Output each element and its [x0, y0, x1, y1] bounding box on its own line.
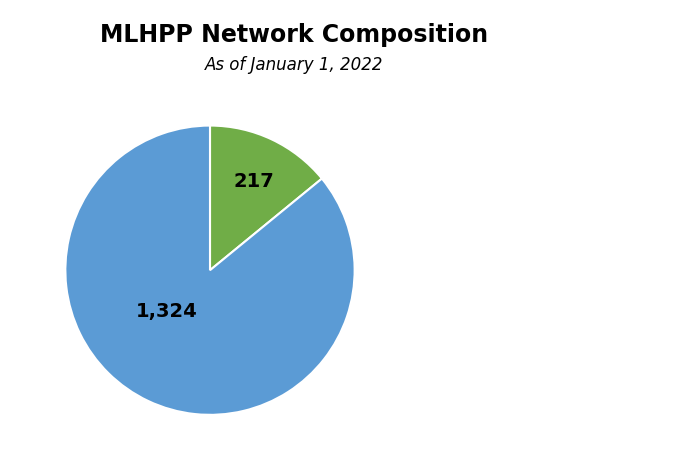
Wedge shape	[65, 126, 355, 415]
Text: 217: 217	[233, 172, 274, 191]
Text: As of January 1, 2022: As of January 1, 2022	[204, 56, 384, 74]
Text: MLHPP Network Composition: MLHPP Network Composition	[100, 23, 488, 46]
Text: 1,324: 1,324	[136, 302, 197, 321]
Legend: Primary Care Physicians, Specialists: Primary Care Physicians, Specialists	[407, 218, 638, 278]
Wedge shape	[210, 126, 322, 271]
